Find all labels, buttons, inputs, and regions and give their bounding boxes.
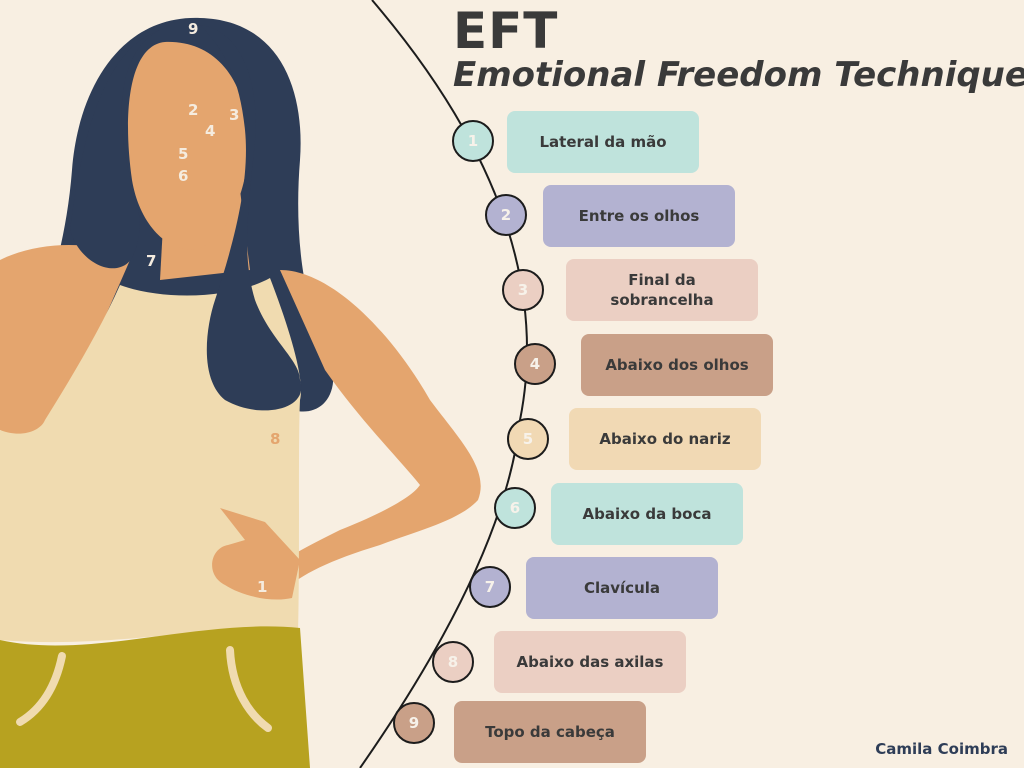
pants-pocket-right xyxy=(226,646,272,732)
body-point-9: 9 xyxy=(188,20,199,38)
step-circle-4: 4 xyxy=(514,343,556,385)
step-circle-6: 6 xyxy=(494,487,536,529)
body-point-3: 3 xyxy=(229,106,240,124)
step-label-1: Lateral da mão xyxy=(507,111,699,173)
page-subtitle: Emotional Freedom Technique xyxy=(453,55,1024,95)
page-title: EFT xyxy=(453,2,559,60)
step-label-3: Final da sobrancelha xyxy=(566,259,758,321)
body-point-5: 5 xyxy=(178,145,189,163)
step-label-2: Entre os olhos xyxy=(543,185,735,247)
step-label-4: Abaixo dos olhos xyxy=(581,334,773,396)
right-arm xyxy=(255,270,481,590)
hair-front-left xyxy=(70,30,160,269)
step-label-9: Topo da cabeça xyxy=(454,701,646,763)
step-circle-5: 5 xyxy=(507,418,549,460)
author-credit: Camila Coimbra xyxy=(875,740,1008,758)
left-shoulder xyxy=(0,245,130,437)
step-circle-8: 8 xyxy=(432,641,474,683)
hair-front-right xyxy=(200,25,302,411)
body-point-7: 7 xyxy=(146,252,157,270)
body-point-2: 2 xyxy=(188,101,199,119)
step-circle-9: 9 xyxy=(393,702,435,744)
step-label-8: Abaixo das axilas xyxy=(494,631,686,693)
hand xyxy=(212,508,300,600)
body-point-4: 4 xyxy=(205,122,216,140)
body-point-1: 1 xyxy=(257,578,268,596)
body-point-6: 6 xyxy=(178,167,189,185)
pants-pocket-left xyxy=(16,652,66,726)
step-circle-7: 7 xyxy=(469,566,511,608)
face xyxy=(128,41,249,250)
body-point-8: 8 xyxy=(270,430,281,448)
step-circle-1: 1 xyxy=(452,120,494,162)
step-circle-3: 3 xyxy=(502,269,544,311)
step-circle-2: 2 xyxy=(485,194,527,236)
step-label-7: Clavícula xyxy=(526,557,718,619)
step-label-6: Abaixo da boca xyxy=(551,483,743,545)
step-label-5: Abaixo do nariz xyxy=(569,408,761,470)
